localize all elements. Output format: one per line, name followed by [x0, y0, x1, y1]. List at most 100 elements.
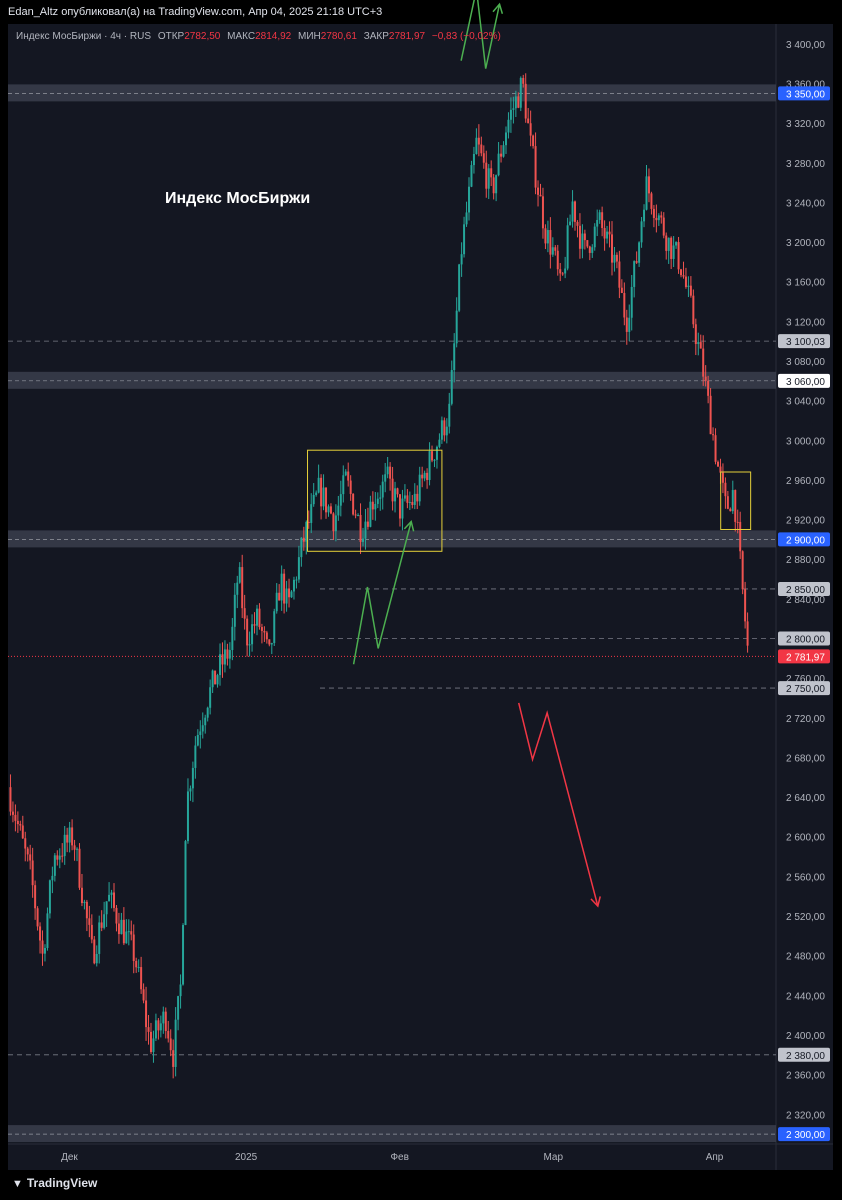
candle-body [53, 855, 56, 876]
consolidation-box-1 [720, 471, 752, 530]
candle-body [734, 490, 737, 522]
price-tick-label: 3 160,00 [786, 278, 825, 289]
candle-body [731, 490, 734, 512]
candle-body [583, 233, 586, 241]
candle-body [186, 791, 189, 842]
candle-body [268, 639, 271, 645]
candle-body [19, 824, 22, 826]
zone-price-label-2: 2 900,00 [786, 535, 825, 546]
candle-body [411, 501, 414, 505]
candle-body [635, 261, 638, 263]
candle-body [443, 420, 446, 436]
candle-body [578, 225, 581, 249]
candle-body [16, 820, 19, 825]
price-tick-label: 2 640,00 [786, 793, 825, 804]
candle-body [184, 841, 187, 926]
candle-body [704, 376, 707, 381]
candle-body [265, 632, 268, 640]
candle-body [389, 466, 392, 479]
price-tick-label: 2 400,00 [786, 1031, 825, 1042]
candle-body [571, 201, 574, 222]
candle-body [519, 77, 522, 108]
low-value: 2780,61 [320, 31, 357, 42]
candle-body [379, 497, 382, 499]
trend-arrow-head-1 [492, 2, 504, 14]
candle-body [147, 1027, 150, 1032]
candle-body [529, 123, 532, 136]
candle-body [366, 521, 369, 527]
candle-body [672, 245, 675, 259]
candle-body [327, 506, 330, 513]
price-tick-label: 2 320,00 [786, 1110, 825, 1121]
candle-body [675, 242, 678, 246]
candle-body [566, 225, 569, 269]
candle-body [509, 109, 512, 120]
candle-body [576, 221, 579, 226]
last-price-label-bg [778, 649, 830, 664]
candle-body [236, 582, 239, 595]
candle-body [645, 176, 648, 210]
candle-body [68, 827, 71, 843]
candle-body [248, 644, 251, 646]
candle-body [551, 247, 554, 255]
zone-band-0 [8, 84, 776, 102]
level-price-label-1: 2 850,00 [786, 585, 825, 596]
candle-body [100, 922, 103, 928]
candle-body [586, 240, 589, 247]
candle-body [48, 880, 51, 914]
candle-body [500, 153, 503, 157]
price-tick-label: 3 360,00 [786, 79, 825, 90]
candle-body [541, 196, 544, 229]
time-tick-label: Дек [61, 1152, 78, 1163]
candle-body [514, 96, 517, 109]
candle-body [468, 186, 471, 213]
candle-body [322, 487, 325, 507]
candle-body [275, 592, 278, 612]
candle-body [209, 687, 212, 708]
time-tick-label: Мар [543, 1152, 563, 1163]
candle-body [741, 551, 744, 590]
candle-body [714, 435, 717, 462]
candle-body [435, 446, 438, 460]
candle-body [339, 494, 342, 506]
chart-title: Индекс МосБиржи [165, 190, 310, 207]
candle-body [689, 285, 692, 296]
candle-body [625, 317, 628, 332]
candle-body [61, 855, 64, 857]
price-tick-label: 3 120,00 [786, 317, 825, 328]
candle-body [524, 83, 527, 119]
candle-body [110, 892, 113, 895]
candle-body [712, 434, 715, 436]
close-label: ЗАКР [363, 31, 389, 42]
symbol-name[interactable]: Индекс МосБиржи · 4ч · RUS [16, 31, 152, 42]
candle-body [564, 268, 567, 274]
candle-body [295, 579, 298, 581]
open-label: ОТКР [157, 31, 185, 42]
candle-body [549, 230, 552, 255]
candle-body [667, 237, 670, 251]
zone-price-label-0-bg [778, 86, 830, 101]
candle-body [724, 482, 727, 497]
candle-body [408, 501, 411, 503]
zone-price-label-1: 3 060,00 [786, 377, 825, 388]
candle-body [655, 217, 658, 221]
candle-body [608, 231, 611, 235]
candle-body [677, 242, 680, 270]
candle-body [164, 1011, 167, 1031]
candle-body [191, 767, 194, 789]
candle-body [26, 848, 29, 855]
candle-body [199, 731, 202, 735]
candle-body [630, 286, 633, 318]
candle-body [638, 242, 641, 263]
candle-body [512, 108, 515, 110]
candle-body [554, 247, 557, 251]
candle-body [739, 521, 742, 552]
candle-body [233, 594, 236, 627]
tradingview-brand[interactable]: ▼ TradingView [12, 1176, 97, 1190]
price-tick-label: 3 080,00 [786, 357, 825, 368]
price-tick-label: 3 040,00 [786, 397, 825, 408]
candle-body [403, 495, 406, 499]
candle-body [702, 348, 705, 377]
candle-body [657, 215, 660, 221]
